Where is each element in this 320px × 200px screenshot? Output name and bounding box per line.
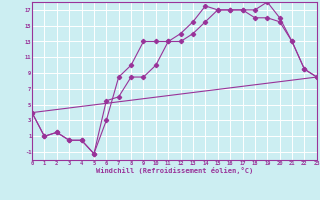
- X-axis label: Windchill (Refroidissement éolien,°C): Windchill (Refroidissement éolien,°C): [96, 167, 253, 174]
